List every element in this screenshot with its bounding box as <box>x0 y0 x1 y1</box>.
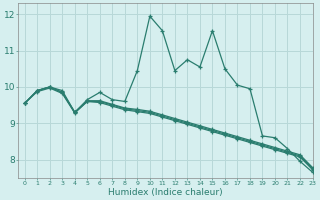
X-axis label: Humidex (Indice chaleur): Humidex (Indice chaleur) <box>108 188 223 197</box>
